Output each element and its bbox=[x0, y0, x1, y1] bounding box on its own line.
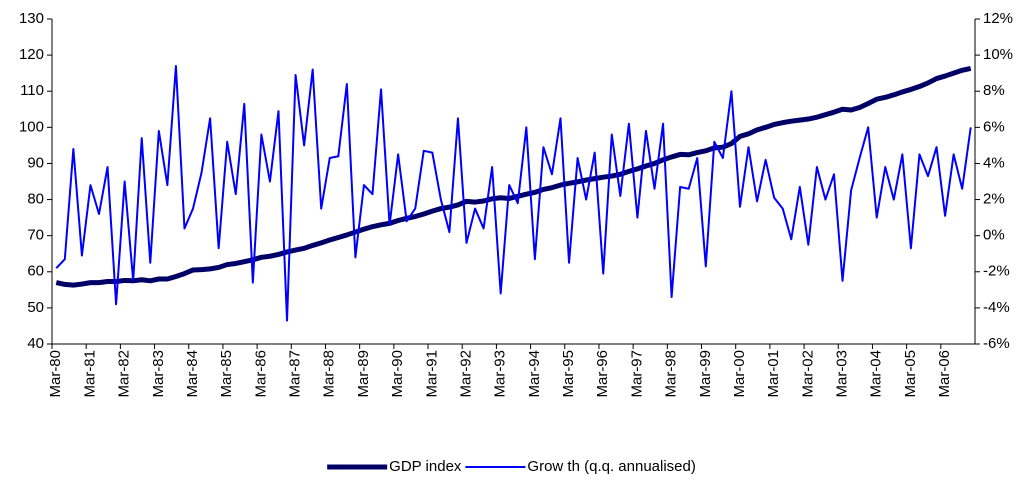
y2-tick-label: -2% bbox=[983, 263, 1010, 280]
y-tick-label: 80 bbox=[27, 191, 44, 208]
y2-tick-label: 10% bbox=[983, 46, 1013, 63]
y2-tick-label: 2% bbox=[983, 191, 1005, 208]
x-tick-label: Mar-06 bbox=[936, 350, 953, 398]
series-line bbox=[55, 66, 972, 288]
y-tick-label: 60 bbox=[27, 263, 44, 280]
x-tick-label: Mar-90 bbox=[389, 350, 406, 398]
x-tick-label: Mar-00 bbox=[731, 350, 748, 398]
x-tick-label: Mar-85 bbox=[218, 350, 235, 398]
y-tick-label: 130 bbox=[19, 10, 44, 27]
y2-tick-label: 0% bbox=[983, 227, 1005, 244]
x-tick-label: Mar-80 bbox=[47, 350, 64, 398]
x-tick-label: Mar-94 bbox=[526, 350, 543, 398]
y2-tick-label: 8% bbox=[983, 82, 1005, 99]
x-tick-label: Mar-98 bbox=[663, 350, 680, 398]
y2-tick-label: 4% bbox=[983, 154, 1005, 171]
series-line bbox=[55, 64, 972, 322]
x-tick-label: Mar-84 bbox=[184, 350, 201, 398]
x-tick-label: Mar-89 bbox=[355, 350, 372, 398]
y2-tick-label: -6% bbox=[983, 335, 1010, 352]
legend-label: GDP index bbox=[389, 458, 462, 475]
y-tick-label: 90 bbox=[27, 154, 44, 171]
y-tick-label: 110 bbox=[20, 82, 44, 99]
x-tick-label: Mar-83 bbox=[150, 350, 167, 398]
y2-tick-label: -4% bbox=[983, 299, 1010, 316]
x-tick-label: Mar-93 bbox=[492, 350, 509, 398]
x-tick-label: Mar-02 bbox=[799, 350, 816, 398]
x-tick-label: Mar-87 bbox=[287, 350, 304, 398]
x-tick-label: Mar-81 bbox=[81, 350, 98, 398]
y-tick-label: 40 bbox=[27, 335, 44, 352]
y2-tick-label: 6% bbox=[983, 118, 1005, 135]
x-tick-label: Mar-92 bbox=[457, 350, 474, 398]
x-tick-label: Mar-86 bbox=[252, 350, 269, 398]
x-tick-label: Mar-01 bbox=[765, 350, 782, 398]
x-tick-label: Mar-95 bbox=[560, 350, 577, 398]
x-tick-label: Mar-99 bbox=[697, 350, 714, 398]
y-tick-label: 100 bbox=[19, 118, 44, 135]
x-tick-label: Mar-03 bbox=[834, 350, 851, 398]
x-tick-label: Mar-82 bbox=[116, 350, 133, 398]
y-tick-label: 70 bbox=[27, 227, 44, 244]
x-tick-label: Mar-91 bbox=[423, 350, 440, 398]
y-tick-label: 50 bbox=[27, 299, 44, 316]
x-tick-label: Mar-88 bbox=[321, 350, 338, 398]
x-tick-label: Mar-96 bbox=[594, 350, 611, 398]
x-tick-label: Mar-05 bbox=[902, 350, 919, 398]
y2-tick-label: 12% bbox=[983, 10, 1013, 27]
y-tick-label: 120 bbox=[19, 46, 44, 63]
x-tick-label: Mar-04 bbox=[868, 350, 885, 398]
x-tick-label: Mar-97 bbox=[628, 350, 645, 398]
legend-label: Grow th (q.q. annualised) bbox=[527, 458, 695, 475]
